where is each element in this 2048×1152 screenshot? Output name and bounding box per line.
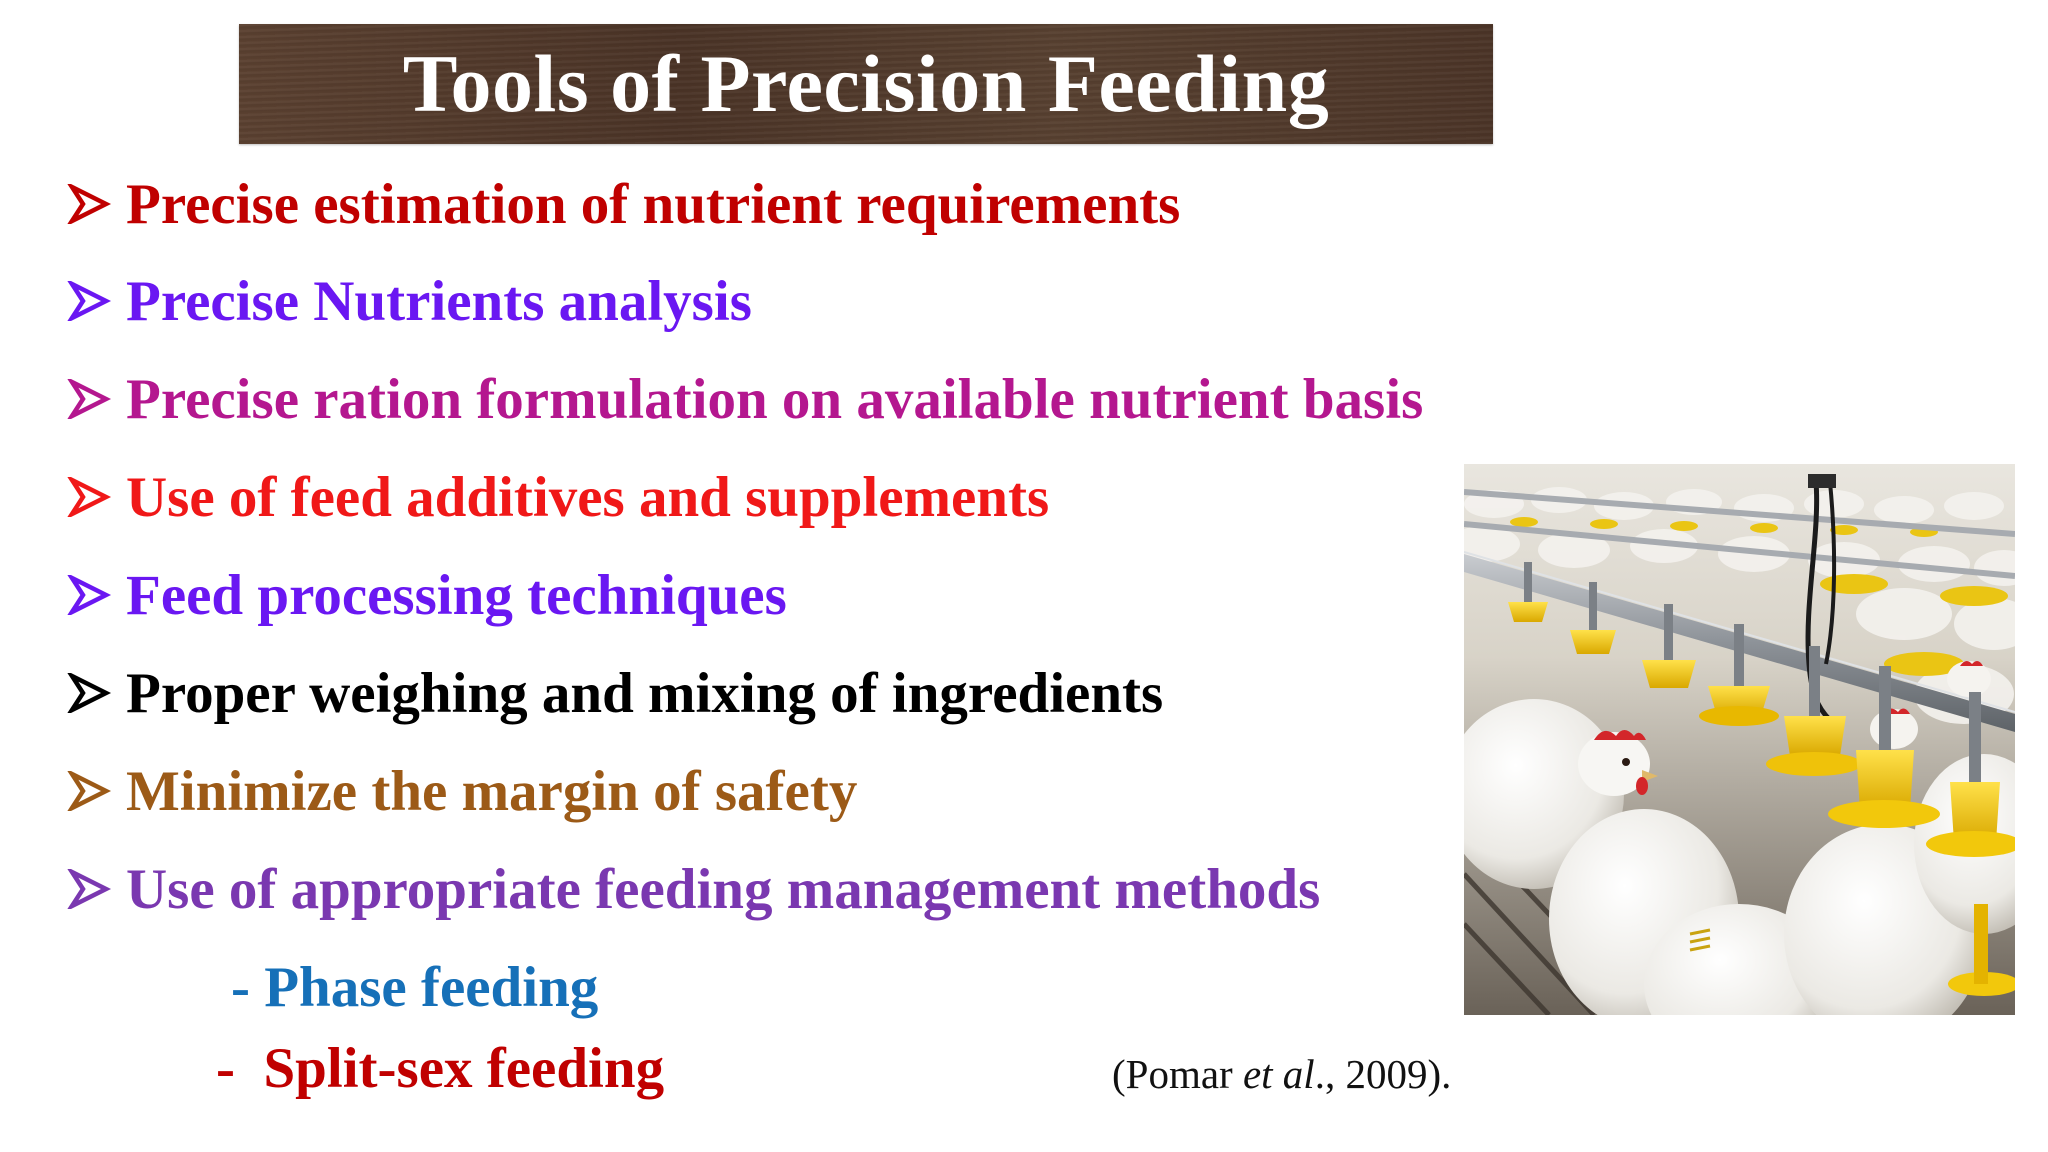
bullet-text: Proper weighing and mixing of ingredient… [126, 661, 1164, 725]
bullet-text: Precise Nutrients analysis [126, 269, 752, 333]
arrowhead-bullet-icon [66, 575, 124, 615]
bullet-item: Precise ration formulation on available … [66, 359, 1423, 439]
bullet-text: Minimize the margin of safety [126, 759, 858, 823]
arrowhead-bullet-icon [66, 281, 124, 321]
arrowhead-bullet-icon [66, 869, 124, 909]
bullet-text: Precise estimation of nutrient requireme… [126, 172, 1181, 236]
sub-item-split-sex-feeding: - Split-sex feeding [216, 1028, 664, 1108]
citation-italic: et al [1242, 1051, 1315, 1097]
arrowhead-bullet-icon [66, 477, 124, 517]
sub-item-phase-feeding: - Phase feeding [231, 947, 598, 1027]
bullet-item: Proper weighing and mixing of ingredient… [66, 653, 1163, 733]
bullet-item: Use of appropriate feeding management me… [66, 849, 1320, 929]
bullet-item: Precise estimation of nutrient requireme… [66, 164, 1180, 244]
arrowhead-bullet-icon [66, 379, 124, 419]
citation-close: ., 2009). [1314, 1051, 1452, 1097]
bullet-item: Use of feed additives and supplements [66, 457, 1049, 537]
arrowhead-bullet-icon [66, 184, 124, 224]
sub-item-text: - Split-sex feeding [216, 1036, 665, 1100]
title-banner: Tools of Precision Feeding [239, 24, 1493, 144]
bullet-text: Precise ration formulation on available … [126, 367, 1424, 431]
citation: (Pomar et al., 2009). [1112, 1050, 1451, 1098]
sub-item-text: - Phase feeding [231, 955, 599, 1019]
bullet-text: Use of appropriate feeding management me… [126, 857, 1321, 921]
bullet-text: Use of feed additives and supplements [126, 465, 1050, 529]
arrowhead-bullet-icon [66, 673, 124, 713]
bullet-item: Minimize the margin of safety [66, 751, 857, 831]
poultry-house-photo [1464, 464, 2015, 1015]
bullet-text: Feed processing techniques [126, 563, 787, 627]
arrowhead-bullet-icon [66, 771, 124, 811]
bullet-item: Precise Nutrients analysis [66, 261, 752, 341]
bullet-item: Feed processing techniques [66, 555, 787, 635]
citation-open: (Pomar [1112, 1051, 1243, 1097]
slide-title: Tools of Precision Feeding [402, 38, 1330, 129]
